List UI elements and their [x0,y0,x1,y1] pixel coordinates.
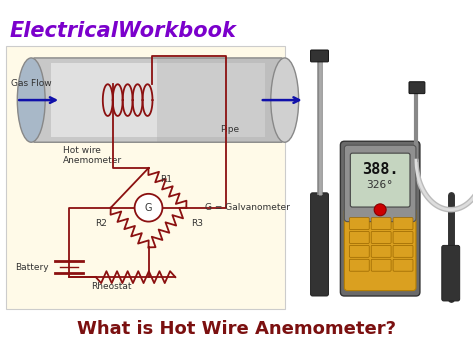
FancyBboxPatch shape [371,218,391,229]
FancyBboxPatch shape [345,208,416,291]
FancyBboxPatch shape [371,259,391,271]
FancyBboxPatch shape [345,145,416,222]
FancyBboxPatch shape [310,193,328,296]
Text: R1: R1 [161,175,173,184]
FancyBboxPatch shape [350,153,410,207]
Bar [31,58,285,142]
Text: What is Hot Wire Anemometer?: What is Hot Wire Anemometer? [78,320,396,338]
Text: Pipe: Pipe [220,125,239,134]
Bar [51,63,265,137]
Text: G: G [145,203,152,213]
FancyBboxPatch shape [409,82,425,94]
Text: 388.: 388. [362,162,399,176]
Circle shape [135,194,163,222]
FancyBboxPatch shape [393,259,413,271]
FancyBboxPatch shape [393,232,413,244]
FancyBboxPatch shape [393,245,413,257]
Text: 326°: 326° [367,180,393,190]
Text: Hot wire
Anemometer: Hot wire Anemometer [63,146,122,165]
FancyBboxPatch shape [349,232,369,244]
Text: Gas Flow: Gas Flow [11,79,52,88]
Circle shape [374,204,386,216]
Text: ElectricalWorkbook: ElectricalWorkbook [9,21,236,41]
Text: G = Galvanometer: G = Galvanometer [205,203,290,212]
FancyBboxPatch shape [371,232,391,244]
Bar [157,58,284,142]
FancyBboxPatch shape [6,46,285,309]
Ellipse shape [271,58,299,142]
FancyBboxPatch shape [371,245,391,257]
FancyBboxPatch shape [310,50,328,62]
Text: Battery: Battery [16,263,49,272]
FancyBboxPatch shape [349,259,369,271]
Text: R2: R2 [95,218,107,228]
FancyBboxPatch shape [340,141,420,296]
FancyBboxPatch shape [349,218,369,229]
FancyBboxPatch shape [393,218,413,229]
Ellipse shape [17,58,45,142]
FancyBboxPatch shape [349,245,369,257]
Text: R3: R3 [191,218,203,228]
Text: Rheostat: Rheostat [91,282,131,291]
FancyBboxPatch shape [442,245,460,301]
